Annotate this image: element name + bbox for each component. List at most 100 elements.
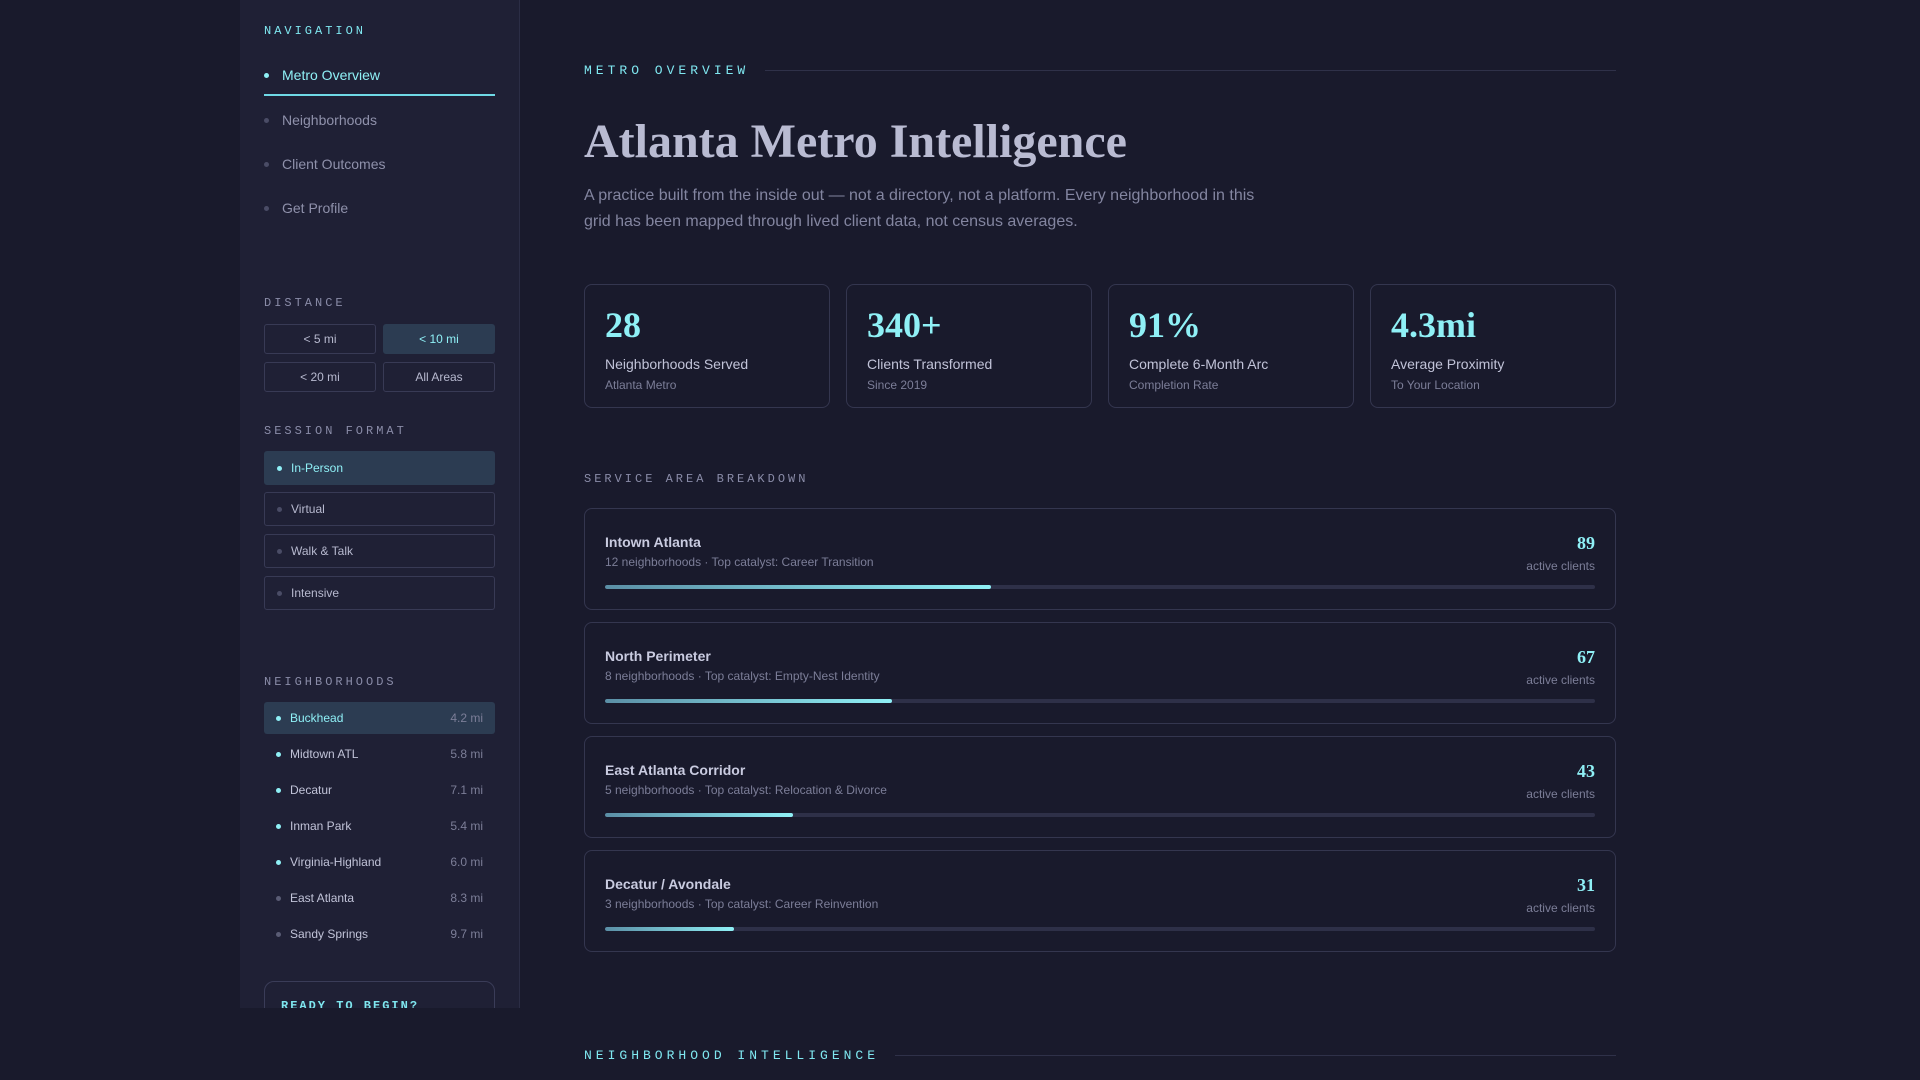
neighborhood-name: Decatur: [290, 783, 333, 797]
status-dot-icon: [276, 931, 281, 937]
section-eyebrow: METRO OVERVIEW: [584, 63, 1616, 78]
neighborhood-name: Midtown ATL: [290, 747, 359, 761]
progress-fill: [605, 813, 794, 817]
divider: [895, 1055, 1616, 1056]
status-dot-icon: [276, 823, 281, 829]
area-name: Intown Atlanta: [605, 534, 701, 550]
neighborhood-distance: 5.4 mi: [450, 819, 483, 833]
radio-dot-icon: [277, 590, 282, 596]
distance-heading: DISTANCE: [264, 296, 346, 310]
area-count-unit: active clients: [1526, 559, 1595, 573]
neighborhood-item-midtown[interactable]: Midtown ATL 5.8 mi: [264, 738, 495, 770]
bullet-icon: [264, 205, 269, 211]
bullet-icon: [264, 72, 269, 78]
stat-value: 4.3mi: [1391, 305, 1476, 345]
stat-sublabel: To Your Location: [1391, 378, 1480, 392]
service-area-card[interactable]: Intown Atlanta 12 neighborhoods · Top ca…: [584, 508, 1616, 610]
area-client-count: 89: [1577, 533, 1595, 553]
service-area-card[interactable]: Decatur / Avondale 3 neighborhoods · Top…: [584, 850, 1616, 952]
area-name: North Perimeter: [605, 648, 711, 664]
format-option-in-person[interactable]: In-Person: [264, 451, 495, 485]
neighborhood-item-buckhead[interactable]: Buckhead 4.2 mi: [264, 702, 495, 734]
area-client-count: 43: [1577, 761, 1595, 781]
progress-track: [605, 813, 1595, 817]
service-area-heading: SERVICE AREA BREAKDOWN: [584, 472, 809, 486]
stat-label: Average Proximity: [1391, 356, 1505, 372]
neighborhood-distance: 8.3 mi: [450, 891, 483, 905]
format-option-virtual[interactable]: Virtual: [264, 492, 495, 526]
area-meta: 3 neighborhoods · Top catalyst: Career R…: [605, 897, 879, 911]
nav-item-get-profile[interactable]: Get Profile: [264, 188, 495, 228]
stat-value: 91%: [1129, 305, 1201, 345]
neighborhood-item-sandy-springs[interactable]: Sandy Springs 9.7 mi: [264, 918, 495, 950]
format-label: Walk & Talk: [291, 544, 354, 558]
progress-fill: [605, 585, 992, 589]
neighborhood-item-inman-park[interactable]: Inman Park 5.4 mi: [264, 810, 495, 842]
nav-item-label: Neighborhoods: [282, 112, 377, 128]
progress-track: [605, 699, 1595, 703]
distance-chip-all-areas[interactable]: All Areas: [383, 362, 495, 392]
status-dot-icon: [276, 751, 281, 757]
cta-label: READY TO BEGIN?: [281, 999, 420, 1008]
area-name: Decatur / Avondale: [605, 876, 731, 892]
area-count-unit: active clients: [1526, 787, 1595, 801]
bullet-icon: [264, 161, 269, 167]
neighborhood-name: East Atlanta: [290, 891, 355, 905]
divider: [765, 70, 1616, 71]
area-meta: 8 neighborhoods · Top catalyst: Empty-Ne…: [605, 669, 880, 683]
neighborhood-distance: 7.1 mi: [450, 783, 483, 797]
distance-chip-20mi[interactable]: < 20 mi: [264, 362, 376, 392]
neighborhood-distance: 6.0 mi: [450, 855, 483, 869]
neighborhood-name: Virginia-Highland: [290, 855, 382, 869]
eyebrow-label: METRO OVERVIEW: [584, 63, 750, 78]
status-dot-icon: [276, 787, 281, 793]
nav-item-label: Metro Overview: [282, 67, 381, 83]
distance-chip-5mi[interactable]: < 5 mi: [264, 324, 376, 354]
neighborhood-item-virginia-highland[interactable]: Virginia-Highland 6.0 mi: [264, 846, 495, 878]
page-subtitle: A practice built from the inside out — n…: [584, 187, 1255, 230]
neighborhood-distance: 4.2 mi: [450, 711, 483, 725]
format-label: In-Person: [291, 461, 344, 475]
nav-item-client-outcomes[interactable]: Client Outcomes: [264, 144, 495, 184]
neighborhood-name: Buckhead: [290, 711, 344, 725]
distance-chip-10mi[interactable]: < 10 mi: [383, 324, 495, 354]
neighborhood-distance: 9.7 mi: [450, 927, 483, 941]
service-area-card[interactable]: North Perimeter 8 neighborhoods · Top ca…: [584, 622, 1616, 724]
stat-sublabel: Completion Rate: [1129, 378, 1219, 392]
status-dot-icon: [276, 895, 281, 901]
format-option-walk-talk[interactable]: Walk & Talk: [264, 534, 495, 568]
progress-track: [605, 927, 1595, 931]
radio-dot-icon: [277, 465, 282, 471]
progress-fill: [605, 927, 734, 931]
radio-dot-icon: [277, 506, 282, 512]
area-meta: 12 neighborhoods · Top catalyst: Career …: [605, 555, 874, 569]
nav-heading: NAVIGATION: [264, 24, 367, 38]
stat-card-completion: 91% Complete 6-Month Arc Completion Rate: [1108, 284, 1354, 408]
stat-card-clients: 340+ Clients Transformed Since 2019: [846, 284, 1092, 408]
status-dot-icon: [276, 715, 281, 721]
area-client-count: 31: [1577, 875, 1595, 895]
neighborhood-item-east-atlanta[interactable]: East Atlanta 8.3 mi: [264, 882, 495, 914]
format-label: Intensive: [291, 586, 340, 600]
service-area-card[interactable]: East Atlanta Corridor 5 neighborhoods · …: [584, 736, 1616, 838]
area-count-unit: active clients: [1526, 901, 1595, 915]
neighborhoods-heading: NEIGHBORHOODS: [264, 675, 397, 689]
stat-label: Neighborhoods Served: [605, 356, 749, 372]
neighborhood-distance: 5.8 mi: [450, 747, 483, 761]
area-client-count: 67: [1577, 647, 1595, 667]
status-dot-icon: [276, 859, 281, 865]
bullet-icon: [264, 117, 269, 123]
stat-sublabel: Atlanta Metro: [605, 378, 677, 392]
progress-track: [605, 585, 1595, 589]
nav-item-neighborhoods[interactable]: Neighborhoods: [264, 100, 495, 140]
area-name: East Atlanta Corridor: [605, 762, 746, 778]
format-label: Virtual: [291, 502, 325, 516]
area-meta: 5 neighborhoods · Top catalyst: Relocati…: [605, 783, 887, 797]
neighborhood-item-decatur[interactable]: Decatur 7.1 mi: [264, 774, 495, 806]
ready-to-begin-card[interactable]: READY TO BEGIN?: [264, 981, 495, 1008]
eyebrow-label: NEIGHBORHOOD INTELLIGENCE: [584, 1048, 880, 1063]
sidebar: NAVIGATION Metro Overview Neighborhoods …: [240, 0, 520, 1008]
stat-value: 340+: [867, 305, 942, 345]
format-option-intensive[interactable]: Intensive: [264, 576, 495, 610]
nav-item-metro-overview[interactable]: Metro Overview: [264, 56, 495, 96]
